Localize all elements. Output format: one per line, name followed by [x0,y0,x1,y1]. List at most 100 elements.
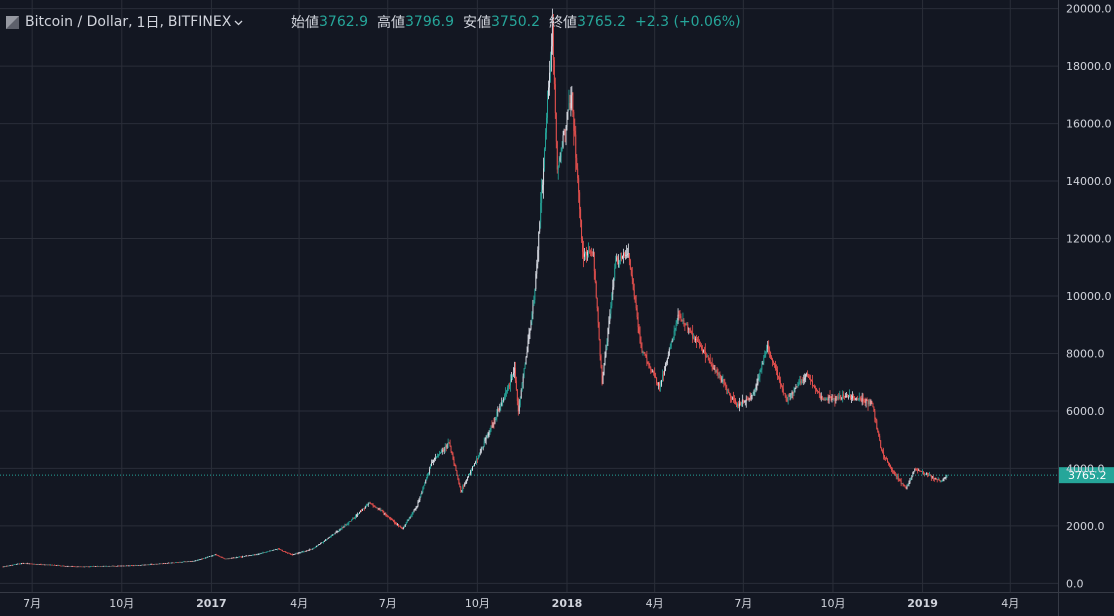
candle-body [63,565,65,567]
candle-body [729,393,731,395]
candle-body [41,564,43,566]
candle-body [137,565,139,566]
candle-body [736,403,737,407]
candle-body [772,359,774,362]
candle-body [946,474,948,478]
candle-body [700,346,702,349]
candle-body [902,483,904,485]
candle-body [622,255,623,259]
symbol-header[interactable]: Bitcoin / Dollar , 1日 , BITFINEX [6,12,245,32]
candle-body [831,398,833,400]
candle-body [638,327,640,335]
candle-body [453,458,455,464]
candle-body [928,474,930,476]
candle-body [733,397,735,400]
candle-body [263,552,265,553]
candle-body [580,209,582,221]
candle-body [37,564,39,565]
candle-body [889,463,890,466]
candle-body [535,273,537,290]
candle-body [132,565,133,567]
candle-body [421,492,423,495]
candle-body [814,388,816,389]
candle-body [544,148,546,169]
candle-body [715,370,717,372]
candle-body [441,450,443,452]
candle-body [820,396,822,399]
candle-body [860,399,862,402]
candle-body [874,411,876,420]
candle-body [23,563,25,564]
exchange-label[interactable]: BITFINEX [167,14,232,30]
candle-body [905,486,907,489]
candle-body [858,397,860,400]
candle-body [555,112,557,142]
candle-body [473,463,475,466]
candle-body [302,551,304,553]
candle-body [340,528,342,530]
candle-body [710,363,712,365]
candle-body [651,370,653,372]
candle-body [495,417,497,420]
candle-body [776,368,777,371]
candle-body [6,565,8,567]
candle-body [611,294,613,306]
ohlc-legend: 始値 3762.9 高値 3796.9 安値 3750.2 終値 3765.2 … [291,12,741,32]
candle-body [642,351,644,353]
candle-body [62,565,64,567]
candle-body [471,470,472,472]
candle-body [553,60,555,85]
candle-body [8,565,10,567]
candle-body [476,458,478,460]
candle-body [465,482,467,484]
candle-body [645,354,647,358]
interval-label[interactable]: 1日 [136,15,160,31]
candle-body [826,399,828,400]
candle-body [780,383,782,386]
candle-body [72,566,74,567]
candle-body [49,564,51,566]
candle-body [613,278,615,288]
candle-body [773,361,774,364]
candle-body [498,409,500,411]
candle-body [840,395,842,399]
candle-body [487,435,489,437]
candle-body [267,551,269,552]
candle-body [167,563,169,564]
candle-body [332,534,334,536]
candle-body [658,383,660,385]
candle-body [104,566,106,567]
chevron-down-icon[interactable] [234,14,243,30]
low-label: 安値 [463,15,491,31]
candle-body [437,454,439,457]
candle-body [34,564,36,565]
candle-body [240,556,242,558]
candle-body [259,553,261,554]
candle-body [91,566,93,567]
candle-body [738,403,740,407]
candle-body [532,305,534,314]
candle-body [682,320,684,321]
candle-body [256,554,258,555]
symbol-name[interactable]: Bitcoin / Dollar [25,14,129,30]
candle-body [568,103,570,110]
candle-body [877,429,879,433]
candle-body [124,565,126,567]
candle-body [67,566,69,567]
candle-body [199,559,201,561]
candle-body [756,383,758,386]
candle-body [105,566,107,567]
candle-body [861,398,863,402]
candle-body [58,565,60,566]
candle-body [520,390,522,399]
candle-body [942,479,944,481]
candle-body [113,566,115,567]
candle-body [489,430,491,434]
candle-body [757,378,759,384]
candle-body [108,566,110,567]
candle-body [650,367,652,371]
candle-body [35,564,37,565]
candle-body [819,394,821,399]
